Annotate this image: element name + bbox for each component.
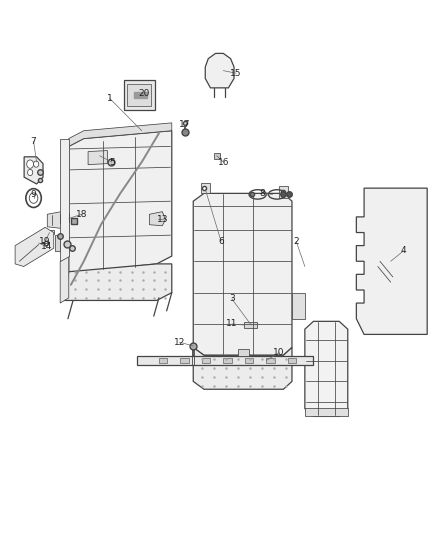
Polygon shape <box>180 358 189 362</box>
Polygon shape <box>244 322 257 328</box>
Polygon shape <box>214 152 220 159</box>
Polygon shape <box>202 358 210 362</box>
Polygon shape <box>305 408 348 416</box>
Polygon shape <box>127 84 151 106</box>
Polygon shape <box>279 185 288 198</box>
Polygon shape <box>193 193 292 356</box>
Text: 11: 11 <box>226 319 238 328</box>
Polygon shape <box>193 348 292 389</box>
Circle shape <box>27 160 34 168</box>
Text: 5: 5 <box>109 158 115 166</box>
Polygon shape <box>266 358 275 362</box>
Text: 14: 14 <box>41 242 52 251</box>
Polygon shape <box>88 150 107 165</box>
Polygon shape <box>69 131 172 272</box>
Polygon shape <box>64 264 172 301</box>
Polygon shape <box>60 139 69 261</box>
Polygon shape <box>24 157 43 184</box>
Polygon shape <box>149 212 166 226</box>
Polygon shape <box>288 358 296 362</box>
Text: 17: 17 <box>179 120 191 129</box>
Polygon shape <box>305 321 348 416</box>
Polygon shape <box>41 230 54 234</box>
Text: 16: 16 <box>218 158 229 166</box>
Polygon shape <box>201 183 209 193</box>
Polygon shape <box>238 349 249 357</box>
Text: 20: 20 <box>138 88 149 98</box>
Circle shape <box>34 161 39 167</box>
Polygon shape <box>159 358 167 362</box>
Text: 9: 9 <box>31 190 36 199</box>
Polygon shape <box>292 293 305 319</box>
Polygon shape <box>223 358 232 362</box>
Text: 2: 2 <box>293 237 299 246</box>
Polygon shape <box>15 228 54 266</box>
Polygon shape <box>245 358 253 362</box>
Text: 3: 3 <box>229 294 235 303</box>
Polygon shape <box>205 53 234 88</box>
Text: 15: 15 <box>230 69 242 78</box>
Text: 6: 6 <box>218 237 224 246</box>
Text: 18: 18 <box>76 210 88 219</box>
Text: 12: 12 <box>174 338 185 347</box>
Polygon shape <box>69 123 172 147</box>
Text: 19: 19 <box>39 237 51 246</box>
Circle shape <box>28 169 33 175</box>
Text: 13: 13 <box>157 215 169 224</box>
Text: 1: 1 <box>107 94 113 103</box>
Text: 8: 8 <box>259 189 265 198</box>
Text: 7: 7 <box>31 136 36 146</box>
Text: 4: 4 <box>401 246 406 255</box>
FancyBboxPatch shape <box>124 79 155 110</box>
Polygon shape <box>138 357 314 365</box>
Polygon shape <box>357 188 427 334</box>
Text: 10: 10 <box>273 348 285 357</box>
Polygon shape <box>55 235 60 251</box>
Polygon shape <box>47 209 84 230</box>
Polygon shape <box>60 256 69 303</box>
